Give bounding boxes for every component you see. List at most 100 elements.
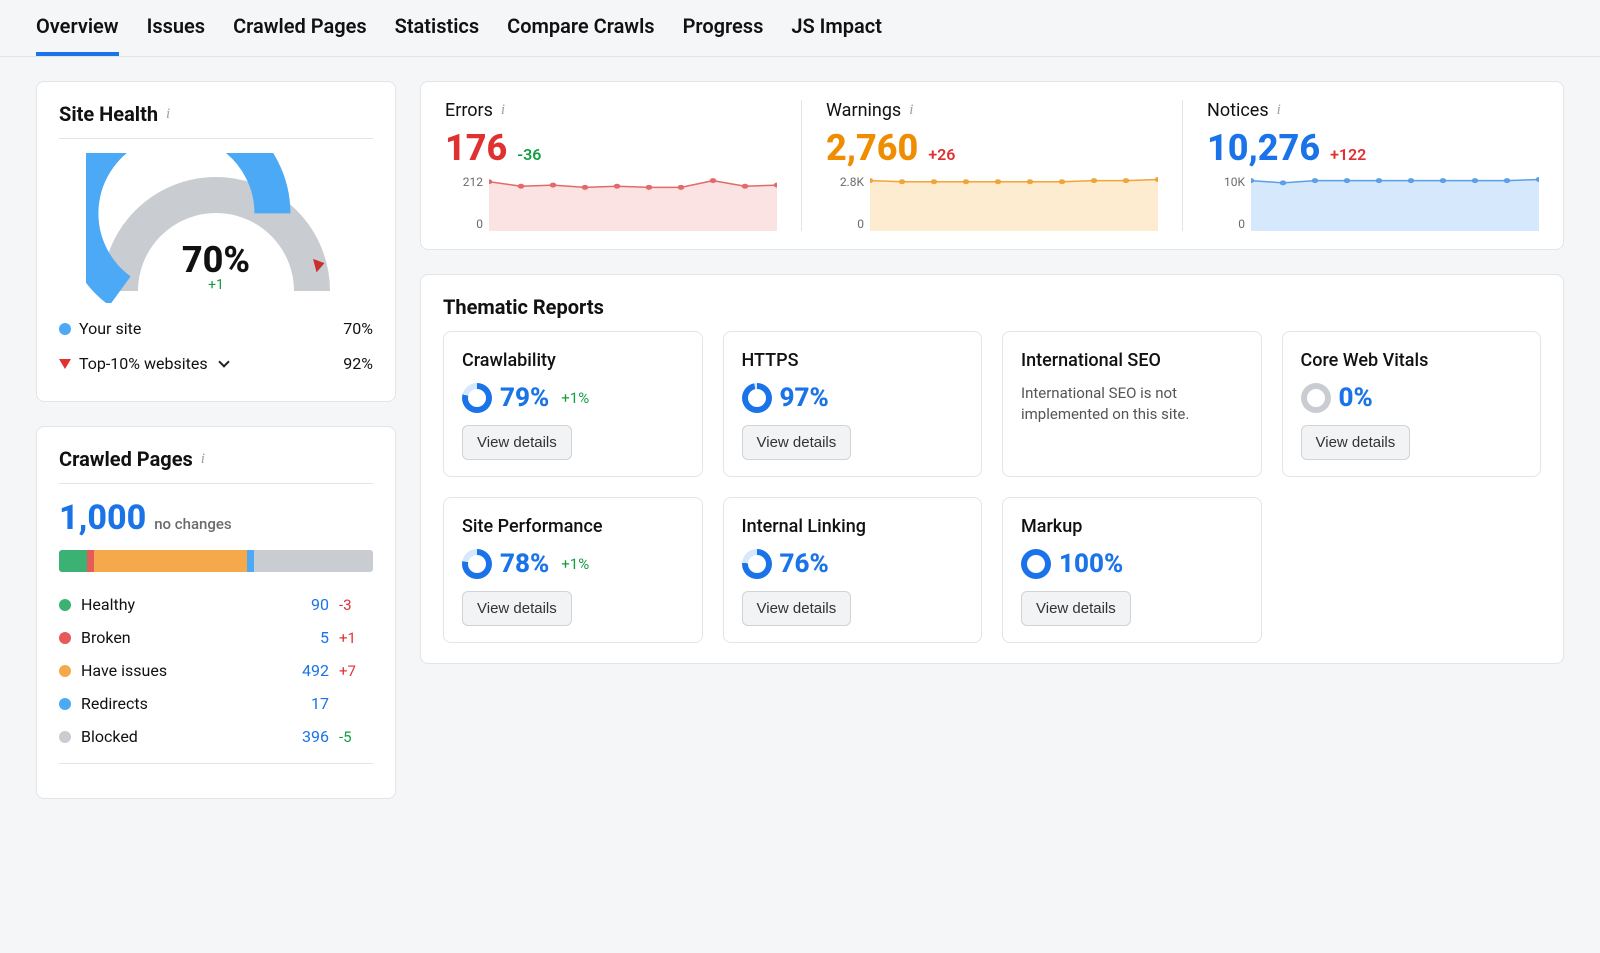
crawled-row-broken[interactable]: Broken5+1	[59, 621, 373, 654]
report-title: Core Web Vitals	[1301, 350, 1523, 371]
view-details-button[interactable]: View details	[1301, 425, 1411, 460]
dot-icon	[59, 323, 71, 335]
progress-ring-icon	[1301, 383, 1331, 413]
tab-issues[interactable]: Issues	[147, 14, 206, 56]
site-health-title: Site Health	[59, 102, 158, 126]
legend-label: Top-10% websites	[79, 354, 208, 373]
crawled-stacked-bar	[59, 550, 373, 572]
sparkline-errors	[489, 175, 777, 231]
report-title: Site Performance	[462, 516, 684, 537]
spark-axis-top: 10K	[1207, 175, 1245, 189]
crawled-row-issues[interactable]: Have issues492+7	[59, 654, 373, 687]
crawled-row-delta: -5	[339, 728, 373, 746]
crawled-row-label: Blocked	[81, 727, 275, 746]
report-title: HTTPS	[742, 350, 964, 371]
report-percent: 78%	[500, 549, 549, 579]
report-card: International SEO International SEO is no…	[1002, 331, 1262, 477]
chevron-down-icon[interactable]	[218, 356, 229, 367]
triangle-down-icon	[59, 359, 71, 369]
info-icon[interactable]: i	[501, 102, 505, 119]
thematic-reports-card: Thematic Reports Crawlability79%+1%View …	[420, 274, 1564, 664]
dot-icon	[59, 731, 71, 743]
view-details-button[interactable]: View details	[1021, 591, 1131, 626]
spark-axis-top: 212	[445, 175, 483, 189]
view-details-button[interactable]: View details	[462, 425, 572, 460]
info-icon[interactable]: i	[166, 106, 170, 123]
report-title: Markup	[1021, 516, 1243, 537]
dot-icon	[59, 599, 71, 611]
progress-ring-icon	[462, 549, 492, 579]
report-card: Internal Linking76%View details	[723, 497, 983, 643]
spark-axis-bot: 0	[1207, 217, 1245, 231]
report-delta: +1%	[561, 389, 589, 407]
gauge-delta: +1	[86, 277, 346, 293]
metric-title: Warnings	[826, 100, 901, 121]
crawled-pages-card: Crawled Pages i 1,000 no changes Healthy…	[36, 426, 396, 799]
crawled-row-value: 5	[285, 628, 329, 647]
thematic-title: Thematic Reports	[443, 295, 604, 319]
crawled-row-healthy[interactable]: Healthy 90 -3	[59, 588, 373, 621]
info-icon[interactable]: i	[909, 102, 913, 119]
metric-title: Notices	[1207, 100, 1269, 121]
report-card: Markup100%View details	[1002, 497, 1262, 643]
crawled-row-blocked[interactable]: Blocked396-5	[59, 720, 373, 753]
crawled-count: 1,000	[59, 498, 146, 538]
crawled-row-value: 492	[285, 661, 329, 680]
metric-delta: -36	[517, 145, 541, 164]
crawled-row-label: Redirects	[81, 694, 275, 713]
metric-value: 10,276	[1207, 127, 1320, 169]
legend-row[interactable]: Top-10% websites92%	[59, 346, 373, 381]
crawled-row-value: 90	[285, 595, 329, 614]
report-title: International SEO	[1021, 350, 1243, 371]
info-icon[interactable]: i	[1277, 102, 1281, 119]
crawled-row-delta: -3	[339, 596, 373, 614]
view-details-button[interactable]: View details	[742, 425, 852, 460]
metric-warnings[interactable]: Warningsi2,760+262.8K0	[802, 100, 1183, 231]
progress-ring-icon	[742, 383, 772, 413]
metric-delta: +122	[1330, 145, 1366, 164]
metric-errors[interactable]: Errorsi 176 -36 212 0	[421, 100, 802, 231]
progress-ring-icon	[742, 549, 772, 579]
spark-axis-top: 2.8K	[826, 175, 864, 189]
crawled-row-redirects[interactable]: Redirects 17	[59, 687, 373, 720]
dashboard-content: Site Health i 70% +1 Your site70%Top-10%…	[0, 57, 1600, 823]
dot-icon	[59, 632, 71, 644]
info-icon[interactable]: i	[201, 451, 205, 468]
bar-segment-healthy	[59, 550, 87, 572]
tab-crawled-pages[interactable]: Crawled Pages	[233, 14, 367, 56]
metric-delta: +26	[928, 145, 955, 164]
report-percent: 76%	[780, 549, 829, 579]
tab-js-impact[interactable]: JS Impact	[791, 14, 882, 56]
crawled-row-value: 17	[285, 694, 329, 713]
report-card: HTTPS97%View details	[723, 331, 983, 477]
metric-title: Errors	[445, 100, 493, 121]
legend-label: Your site	[79, 319, 141, 338]
progress-ring-icon	[1021, 549, 1051, 579]
crawled-pages-title: Crawled Pages	[59, 447, 193, 471]
spark-axis-bot: 0	[445, 217, 483, 231]
tab-compare-crawls[interactable]: Compare Crawls	[507, 14, 654, 56]
dot-icon	[59, 665, 71, 677]
report-percent: 79%	[500, 383, 549, 413]
metric-value: 2,760	[826, 127, 918, 169]
report-card: Site Performance78%+1%View details	[443, 497, 703, 643]
report-card: Core Web Vitals0%View details	[1282, 331, 1542, 477]
gauge-percent: 70%	[86, 239, 346, 281]
tab-overview[interactable]: Overview	[36, 14, 119, 56]
site-health-gauge: 70% +1	[86, 153, 346, 303]
legend-row: Your site70%	[59, 311, 373, 346]
sparkline-warnings	[870, 175, 1158, 231]
tab-statistics[interactable]: Statistics	[395, 14, 480, 56]
issues-metrics-card: Errorsi176-362120Warningsi2,760+262.8K0N…	[420, 81, 1564, 250]
report-message: International SEO is not implemented on …	[1021, 383, 1243, 425]
bar-segment-blocked	[254, 550, 373, 572]
view-details-button[interactable]: View details	[462, 591, 572, 626]
tab-progress[interactable]: Progress	[683, 14, 764, 56]
metric-value: 176	[445, 127, 507, 169]
tab-bar: Overview Issues Crawled Pages Statistics Com…	[0, 0, 1600, 57]
progress-ring-icon	[462, 383, 492, 413]
metric-notices[interactable]: Notices i 10,276 +122 10K 0	[1183, 100, 1563, 231]
sparkline-notices	[1251, 175, 1539, 231]
crawled-row-label: Healthy	[81, 595, 275, 614]
view-details-button[interactable]: View details	[742, 591, 852, 626]
